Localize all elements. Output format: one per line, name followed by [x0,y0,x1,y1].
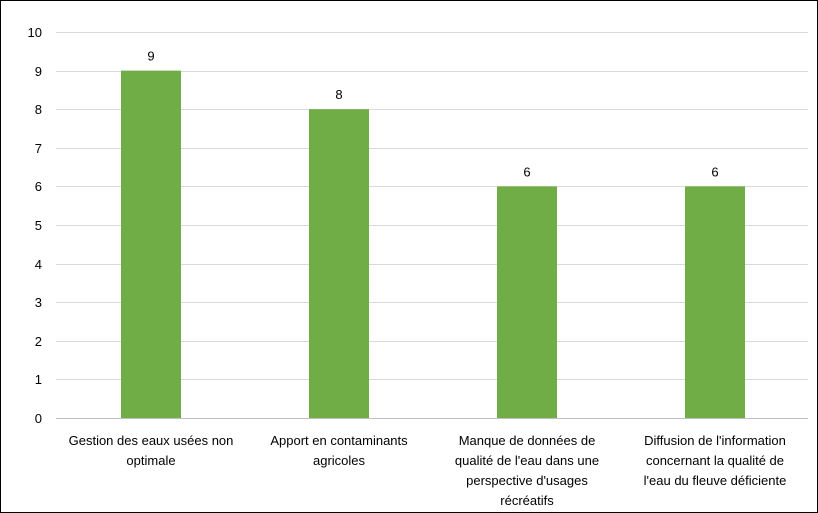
bar-2 [309,109,369,418]
category-label-line: qualité de l'eau dans une [455,453,599,468]
y-tick-label-0: 0 [35,411,42,426]
y-axis-tick-labels: 0 1 2 3 4 5 6 7 8 9 10 [28,25,42,426]
bars [121,70,745,418]
category-label-3: Manque de données de qualité de l'eau dan… [455,433,599,508]
data-labels: 9 8 6 6 [147,49,718,180]
category-label-line: Gestion des eaux usées non [69,433,234,448]
category-label-line: Manque de données de [459,433,596,448]
category-label-line: concernant la qualité de [646,453,784,468]
data-label-3: 6 [523,164,530,179]
category-label-line: agricoles [313,453,366,468]
data-label-4: 6 [711,164,718,179]
y-tick-label-10: 10 [28,25,42,40]
bar-1 [121,70,181,418]
y-tick-label-4: 4 [35,257,42,272]
y-tick-label-7: 7 [35,141,42,156]
y-tick-label-6: 6 [35,179,42,194]
y-tick-label-5: 5 [35,218,42,233]
category-label-line: récréatifs [500,493,554,508]
category-label-4: Diffusion de l'information concernant la … [644,433,787,488]
data-label-2: 8 [335,87,342,102]
category-label-line: perspective d'usages [466,473,588,488]
category-label-line: Apport en contaminants [270,433,408,448]
bar-4 [685,186,745,418]
category-label-1: Gestion des eaux usées non optimale [69,433,234,468]
bar-3 [497,186,557,418]
category-label-line: Diffusion de l'information [644,433,786,448]
y-tick-label-8: 8 [35,102,42,117]
y-tick-label-1: 1 [35,372,42,387]
y-tick-label-9: 9 [35,64,42,79]
category-label-line: optimale [126,453,175,468]
y-tick-label-2: 2 [35,334,42,349]
data-label-1: 9 [147,49,154,64]
category-label-line: l'eau du fleuve déficiente [644,473,787,488]
gridlines [56,32,808,419]
x-axis-category-labels: Gestion des eaux usées non optimale Apport… [69,433,787,508]
y-tick-label-3: 3 [35,295,42,310]
category-label-2: Apport en contaminants agricoles [270,433,408,468]
